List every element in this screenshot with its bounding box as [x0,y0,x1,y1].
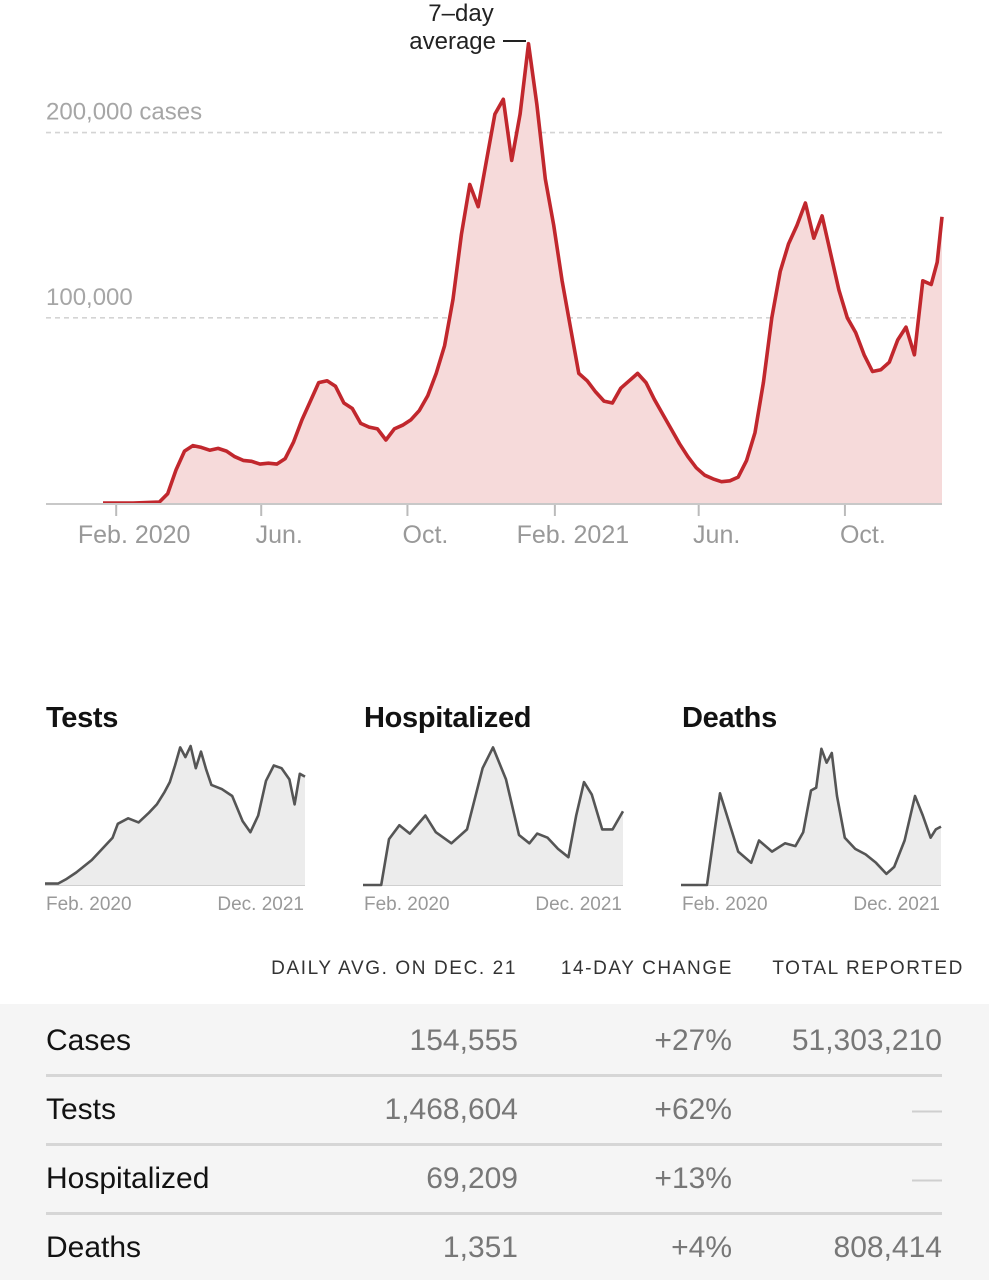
table-row-cases: Cases 154,555 +27% 51,303,210 [46,1006,942,1077]
cases-7-day-average-line [103,41,944,505]
x-tick-label-end: Dec. 2021 [853,894,940,915]
table-row-tests: Tests 1,468,604 +62% — [46,1075,942,1146]
x-tick-label: Oct. [840,521,886,549]
x-tick-label-end: Dec. 2021 [217,894,304,915]
cases-area [103,43,942,503]
tests-sparkline: Feb. 2020 Dec. 2021 [45,744,306,915]
stats-table: Cases 154,555 +27% 51,303,210 Tests 1,46… [0,1004,989,1280]
x-tick-label: Jun. [693,521,740,549]
change-value: +62% [654,1093,732,1126]
sparkline-line [363,746,624,887]
x-tick-label: Jun. [256,521,303,549]
cases-chart: Feb. 2020 Jun. Oct. Feb. 2021 Jun. Oct. 200,0… [46,0,944,549]
daily-avg-value: 69,209 [426,1162,518,1195]
daily-avg-value: 1,351 [442,1231,518,1264]
sparkline-area [363,747,623,885]
x-axis-ticks: Feb. 2020 Jun. Oct. Feb. 2021 Jun. Oct. [78,505,886,549]
daily-avg-header: DAILY AVG. ON DEC. 21 [271,958,517,979]
total-value: — [912,1093,942,1126]
sparkline-area [681,748,941,885]
hospitalized-title: Hospitalized [364,702,532,734]
total-value: — [912,1162,942,1195]
x-tick-label-start: Feb. 2020 [364,894,450,915]
total-value: 808,414 [833,1231,942,1264]
annotation-line-2: average [409,28,496,55]
daily-avg-value: 1,468,604 [384,1093,518,1126]
fourteen-day-change-header: 14-DAY CHANGE [560,958,733,979]
row-label: Cases [46,1024,132,1057]
daily-avg-value: 154,555 [409,1024,518,1057]
deaths-sparkline: Feb. 2020 Dec. 2021 [681,747,942,915]
x-tick-label: Feb. 2020 [78,521,191,549]
y-axis-tick-labels: 200,000 cases 100,000 [46,99,202,311]
change-value: +13% [654,1162,732,1195]
change-value: +4% [671,1231,732,1264]
tests-title: Tests [46,702,119,734]
deaths-title: Deaths [682,702,777,734]
y-tick-label: 200,000 cases [46,99,202,126]
hospitalized-sparkline: Feb. 2020 Dec. 2021 [363,746,624,915]
row-label: Hospitalized [46,1162,210,1195]
table-row-deaths: Deaths 1,351 +4% 808,414 [46,1213,942,1281]
x-tick-label-end: Dec. 2021 [535,894,622,915]
x-tick-label-start: Feb. 2020 [682,894,768,915]
x-tick-label: Feb. 2021 [517,521,630,549]
total-reported-header: TOTAL REPORTED [772,958,964,979]
sparkline-line [681,747,942,887]
y-tick-label: 100,000 [46,284,133,311]
row-label: Deaths [46,1231,142,1264]
table-row-hospitalized: Hospitalized 69,209 +13% — [46,1144,942,1215]
row-label: Tests [46,1093,117,1126]
x-tick-label: Oct. [403,521,449,549]
annotation-line-1: 7–day [428,0,493,27]
total-value: 51,303,210 [791,1024,942,1057]
change-value: +27% [654,1024,732,1057]
sparkline-line [45,744,306,885]
sparkline-area [45,746,305,885]
x-tick-label-start: Feb. 2020 [46,894,132,915]
